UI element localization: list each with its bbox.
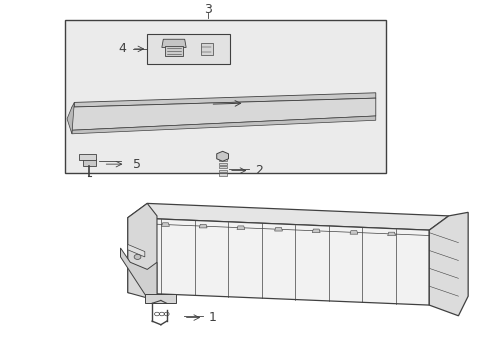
Polygon shape bbox=[127, 244, 144, 257]
Polygon shape bbox=[72, 116, 375, 134]
Polygon shape bbox=[218, 170, 226, 172]
Polygon shape bbox=[127, 218, 428, 305]
Polygon shape bbox=[218, 159, 226, 161]
Polygon shape bbox=[218, 166, 226, 168]
Polygon shape bbox=[218, 163, 226, 165]
Polygon shape bbox=[82, 159, 96, 166]
Circle shape bbox=[134, 255, 141, 260]
Polygon shape bbox=[161, 223, 169, 226]
Text: 5: 5 bbox=[132, 158, 140, 171]
Polygon shape bbox=[274, 228, 282, 231]
Polygon shape bbox=[127, 203, 448, 230]
Polygon shape bbox=[162, 39, 186, 48]
Polygon shape bbox=[237, 226, 244, 229]
Polygon shape bbox=[72, 98, 375, 130]
Polygon shape bbox=[127, 203, 157, 298]
Polygon shape bbox=[165, 46, 183, 56]
Polygon shape bbox=[79, 154, 96, 160]
Polygon shape bbox=[428, 212, 467, 316]
Polygon shape bbox=[120, 248, 157, 298]
Polygon shape bbox=[64, 20, 385, 173]
Polygon shape bbox=[144, 294, 176, 303]
Polygon shape bbox=[387, 232, 395, 236]
Polygon shape bbox=[74, 93, 375, 107]
Text: 2: 2 bbox=[255, 164, 263, 177]
Polygon shape bbox=[349, 231, 357, 234]
Polygon shape bbox=[67, 102, 74, 134]
Polygon shape bbox=[201, 43, 212, 55]
Text: 1: 1 bbox=[208, 311, 216, 324]
Text: 4: 4 bbox=[118, 42, 125, 55]
Polygon shape bbox=[216, 151, 228, 161]
Polygon shape bbox=[312, 229, 320, 233]
Polygon shape bbox=[147, 34, 229, 64]
Text: 3: 3 bbox=[203, 3, 211, 16]
Polygon shape bbox=[218, 174, 226, 176]
Polygon shape bbox=[199, 224, 206, 228]
